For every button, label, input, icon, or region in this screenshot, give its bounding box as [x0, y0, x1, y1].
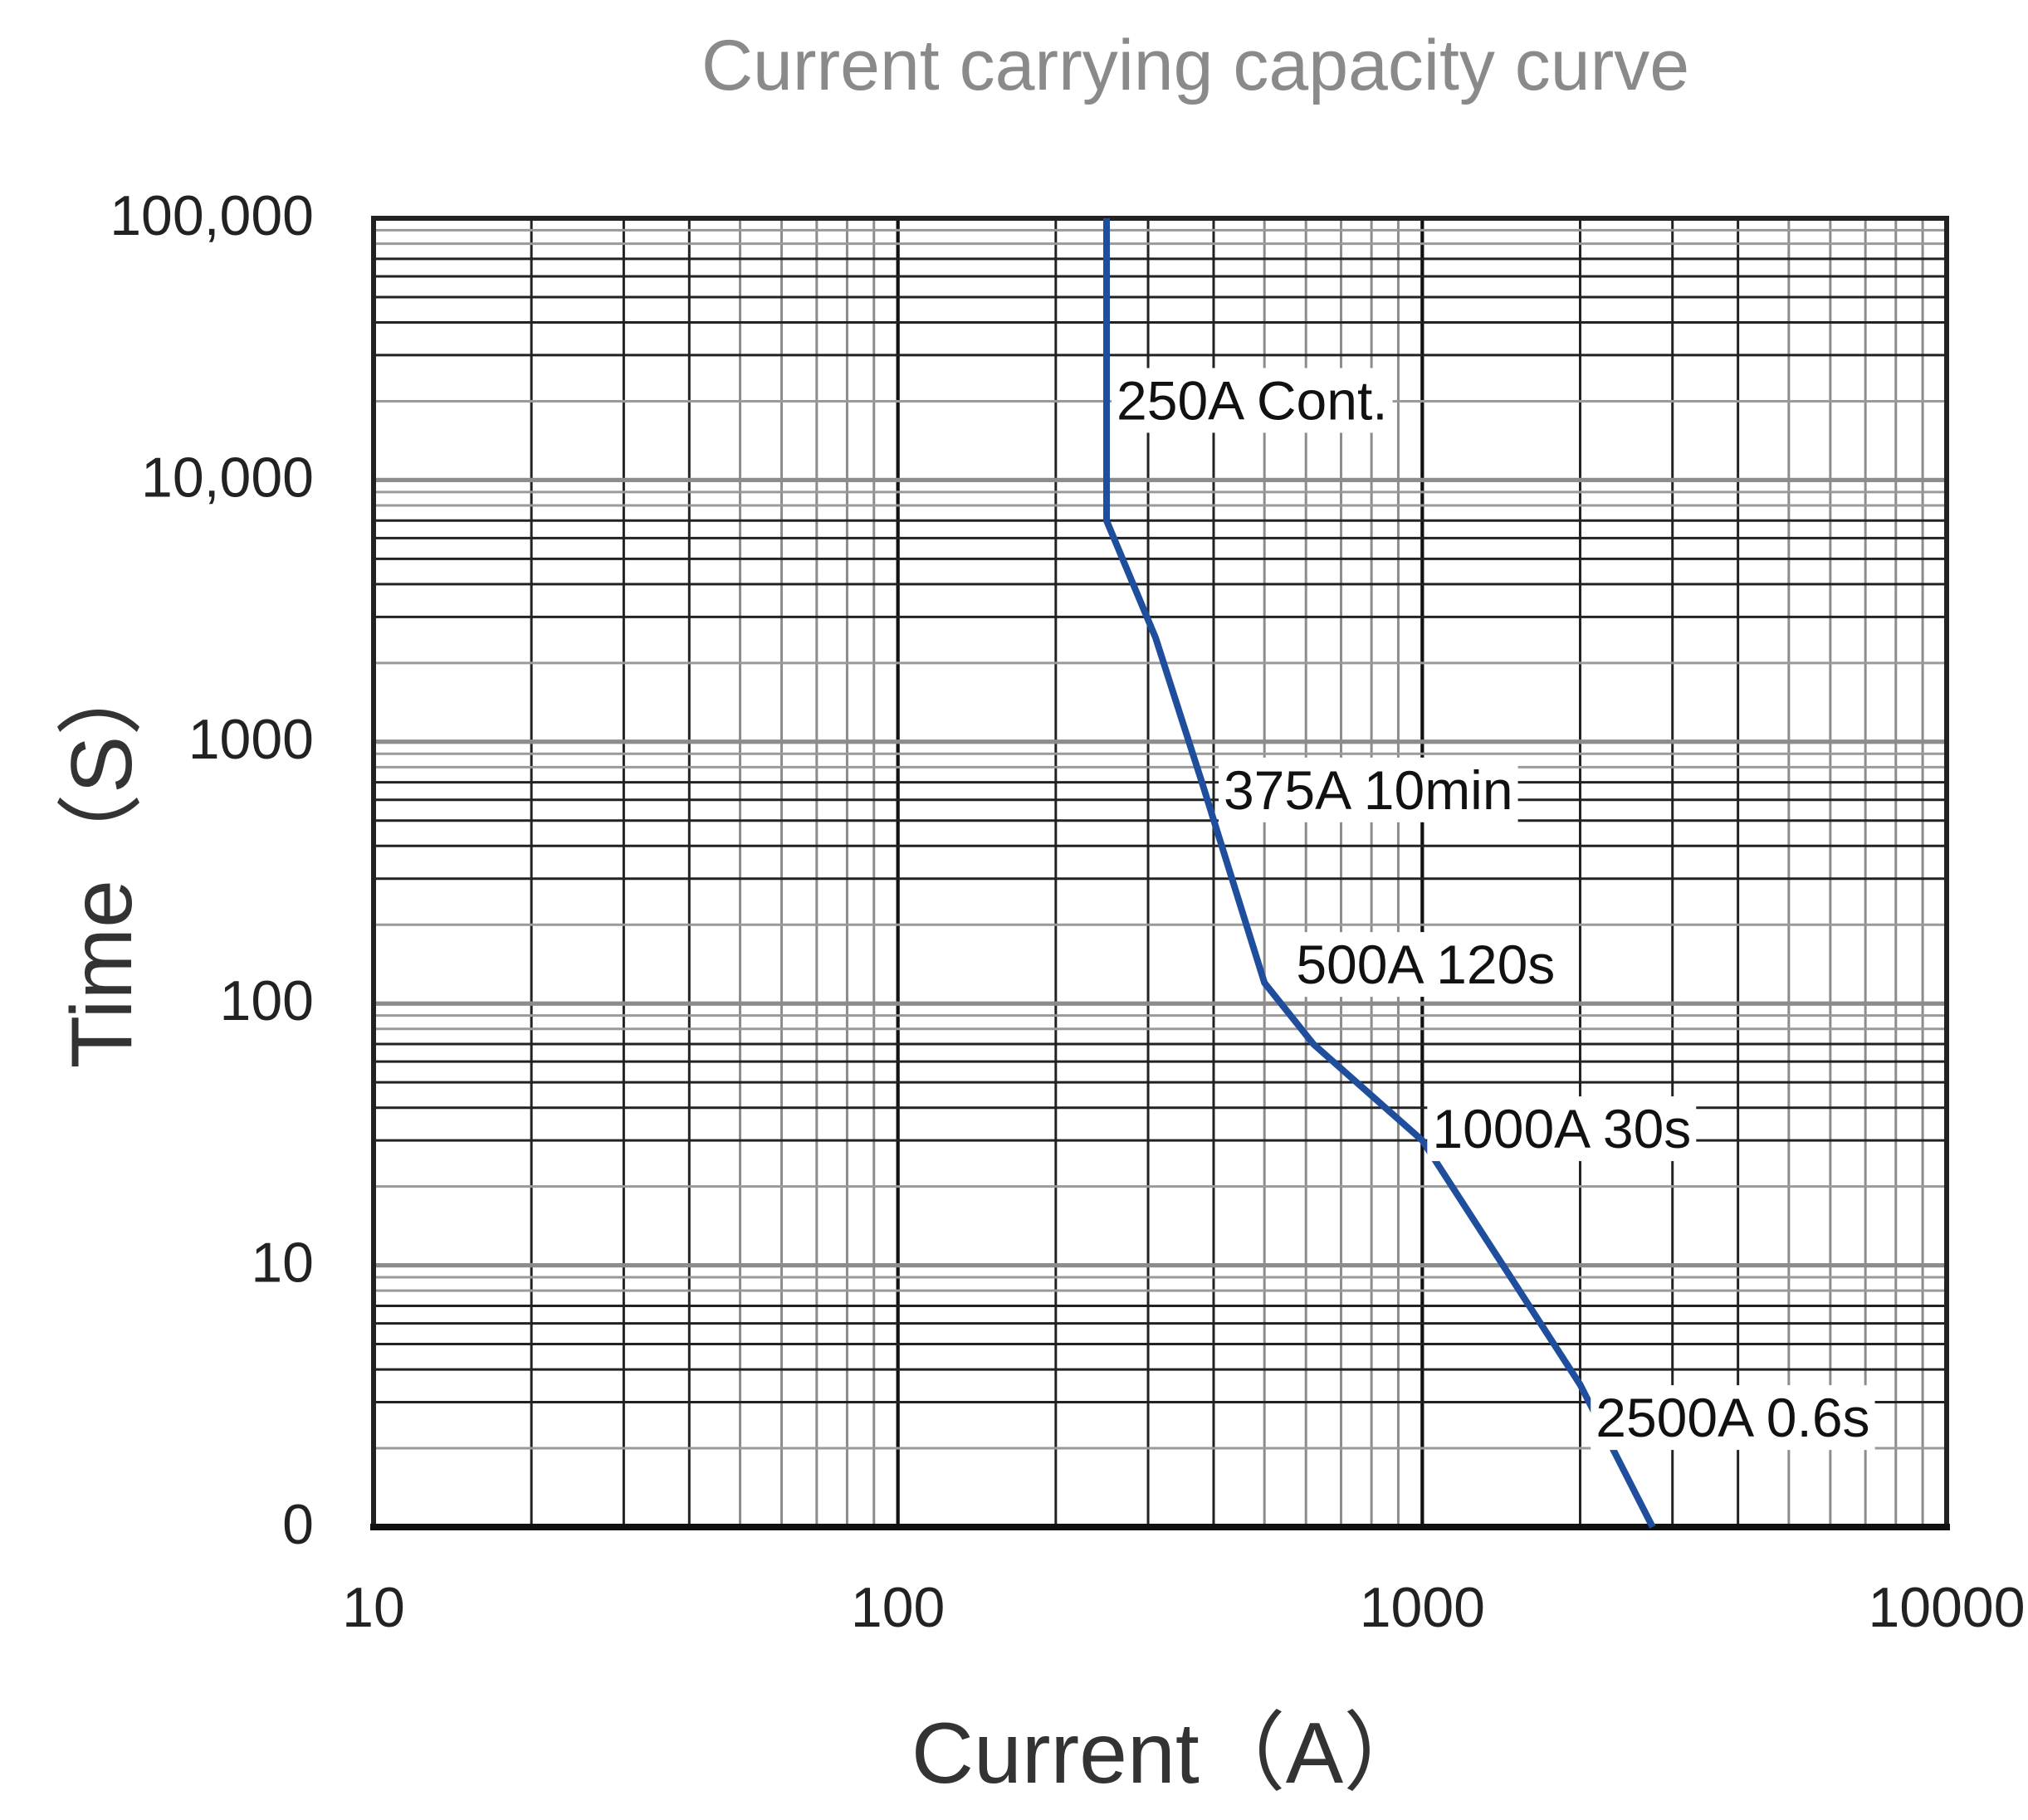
- grid-layer: [372, 216, 1948, 1530]
- x-tick-label: 100: [851, 1576, 945, 1639]
- annotation-background: [1427, 1096, 1697, 1162]
- y-tick-label: 100,000: [110, 184, 314, 247]
- series-layer: [1103, 218, 1656, 1529]
- y-axis-label: Time（S）: [54, 650, 150, 1069]
- annotation-background: [1591, 1385, 1875, 1451]
- annotation-label: 500A 120s: [1296, 934, 1555, 995]
- annotation-label: 250A Cont.: [1117, 369, 1388, 431]
- annotations-layer: 250A Cont. 375A 10min 500A 120s 1000A 30s 25…: [1112, 368, 1875, 1451]
- annotation-label: 375A 10min: [1224, 759, 1513, 821]
- y-tick-label: 10: [251, 1232, 314, 1295]
- annotation-background: [1218, 757, 1518, 822]
- annotation-background: [1112, 368, 1393, 433]
- x-tick-label: 10000: [1868, 1576, 2025, 1639]
- y-tick-label: 100: [220, 969, 314, 1032]
- annotation-label: 2500A 0.6s: [1596, 1387, 1869, 1448]
- y-tick-label: 10,000: [141, 446, 314, 509]
- capacity-curve: [1103, 218, 1656, 1529]
- y-tick-label: 0: [282, 1493, 314, 1556]
- plot-frame: [370, 216, 1950, 1530]
- tick-labels-layer: 10 100 1000 10000 0 10 100 1000 10,000 100,000: [110, 184, 2025, 1639]
- annotation-label: 1000A 30s: [1432, 1098, 1691, 1159]
- annotation-background: [1291, 932, 1561, 998]
- x-axis-label: Current（A）: [911, 1705, 1429, 1802]
- chart-title: Current carrying capacity curve: [701, 26, 1689, 105]
- x-tick-label: 1000: [1360, 1576, 1485, 1639]
- y-tick-label: 1000: [188, 708, 314, 771]
- x-tick-label: 10: [342, 1576, 405, 1639]
